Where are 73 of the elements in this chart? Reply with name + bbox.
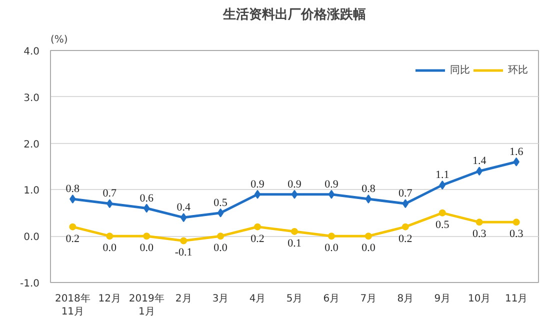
data-label: 0.8 [362, 182, 376, 195]
data-label: 0.0 [362, 242, 376, 254]
point [476, 218, 483, 226]
point [143, 204, 150, 213]
point [365, 194, 372, 204]
data-label: 0.8 [66, 182, 80, 195]
x-tick-label: 4月 [249, 294, 266, 304]
point [106, 199, 113, 208]
y-tick-label: 3.0 [24, 92, 40, 104]
point [439, 180, 446, 190]
data-label: 0.2 [66, 232, 80, 245]
data-label: 0.1 [288, 237, 302, 250]
y-tick-label: 1.0 [24, 186, 40, 197]
point [180, 237, 188, 244]
data-label: 0.5 [436, 218, 450, 231]
x-tick-label: 10月 [468, 294, 491, 304]
data-label: -0.1 [174, 246, 192, 259]
point [106, 232, 114, 240]
data-label: 0.4 [176, 202, 191, 214]
x-tick-label: 7月 [360, 294, 377, 304]
data-label: 0.0 [214, 242, 228, 254]
data-label: 0.9 [324, 178, 339, 190]
x-tick-label: 6月 [323, 294, 340, 304]
x-tick-label: 2018年 11月 [54, 292, 90, 318]
point [402, 223, 409, 230]
x-tick-label: 2019年 1月 [128, 292, 164, 318]
point [254, 190, 261, 199]
point [328, 232, 335, 240]
x-tick-label: 3月 [212, 294, 229, 304]
x-tick-label: 2月 [175, 294, 192, 304]
data-label: 0.6 [140, 192, 154, 204]
point [328, 190, 335, 199]
data-label: 0.3 [509, 228, 524, 240]
point [438, 209, 446, 216]
x-tick-label: 5月 [286, 294, 303, 304]
point [180, 213, 187, 222]
data-label: 0.2 [398, 232, 412, 245]
point [254, 223, 262, 230]
point [364, 232, 372, 240]
data-label: 1.4 [472, 155, 487, 168]
point [217, 208, 224, 218]
legend-label: 环比 [508, 64, 528, 77]
data-label: 1.1 [436, 169, 450, 182]
data-label: 0.0 [324, 242, 339, 254]
x-tick-label: 12月 [98, 294, 122, 304]
data-label: 0.0 [140, 242, 154, 254]
point [512, 218, 520, 226]
data-label: 0.2 [250, 232, 264, 245]
point [291, 228, 298, 235]
legend-label: 同比 [450, 64, 470, 77]
y-tick-label: -1.0 [20, 278, 40, 290]
y-axis-title: (%) [50, 34, 68, 46]
data-label: 0.7 [102, 188, 118, 200]
x-tick-label: 11月 [504, 294, 528, 304]
data-label: 0.3 [472, 228, 487, 240]
y-tick-label: 4.0 [24, 46, 40, 58]
point [402, 199, 409, 208]
x-tick-label: 8月 [397, 294, 414, 304]
data-label: 0.7 [398, 188, 413, 200]
data-label: 0.0 [102, 242, 118, 254]
data-label: 0.9 [250, 178, 265, 190]
data-label: 0.9 [288, 178, 302, 190]
y-tick-label: 2.0 [24, 139, 40, 150]
point [291, 190, 298, 199]
point [69, 223, 76, 230]
point [476, 166, 483, 176]
point [217, 232, 224, 240]
data-label: 1.6 [509, 146, 524, 158]
point [143, 232, 150, 240]
data-label: 0.5 [214, 196, 228, 209]
chart-title: 生活资料出厂价格涨跌幅 [222, 8, 366, 22]
x-tick-label: 9月 [434, 294, 451, 304]
y-tick-label: 0.0 [24, 232, 40, 244]
